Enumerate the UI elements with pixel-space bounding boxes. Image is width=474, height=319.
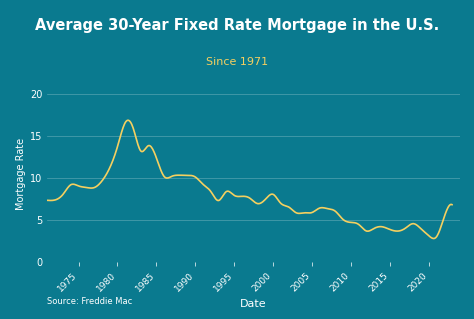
X-axis label: Date: Date bbox=[240, 299, 267, 309]
Y-axis label: Mortgage Rate: Mortgage Rate bbox=[16, 138, 26, 210]
Text: Since 1971: Since 1971 bbox=[206, 57, 268, 67]
Text: Average 30-Year Fixed Rate Mortgage in the U.S.: Average 30-Year Fixed Rate Mortgage in t… bbox=[35, 18, 439, 33]
Text: Source: Freddie Mac: Source: Freddie Mac bbox=[47, 297, 133, 306]
